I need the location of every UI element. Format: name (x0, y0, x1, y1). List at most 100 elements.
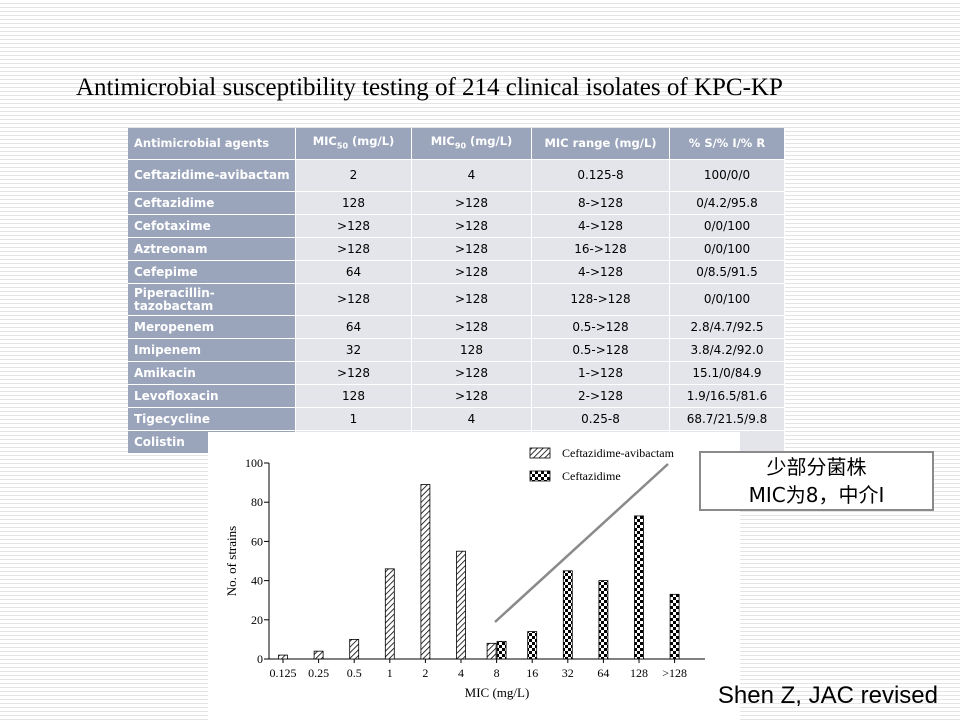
y-tick-label: 80 (251, 495, 263, 509)
table-row: Tigecycline 1 4 0.25-8 68.7/21.5/9.8 (128, 408, 785, 431)
bar-ceftazidime-avibactam (420, 484, 431, 660)
agent-name-cell: Ceftazidime (128, 192, 296, 215)
x-tick-label: 4 (458, 666, 464, 680)
agent-name-cell: Tigecycline (128, 408, 296, 431)
header-agents: Antimicrobial agents (128, 128, 296, 160)
table-cell: 1.9/16.5/81.6 (670, 385, 785, 408)
table-cell: 2 (296, 160, 412, 192)
header-mic-range: MIC range (mg/L) (532, 128, 670, 160)
table-cell: 128 (296, 385, 412, 408)
agent-name-cell: Cefotaxime (128, 215, 296, 238)
legend-label-ceftazidime-avibactam: Ceftazidime-avibactam (562, 446, 675, 460)
x-tick-label: >128 (662, 666, 687, 680)
y-axis-label: No. of strains (224, 526, 239, 596)
table-cell: 0/4.2/95.8 (670, 192, 785, 215)
header-mic90: MIC90 (mg/L) (412, 128, 532, 160)
table-cell: 0/0/100 (670, 215, 785, 238)
x-tick-label: 8 (494, 666, 500, 680)
x-tick-label: 32 (562, 666, 574, 680)
bar-ceftazidime-avibactam (384, 568, 395, 660)
table-cell: 0.125-8 (532, 160, 670, 192)
table-cell: 64 (296, 261, 412, 284)
x-tick-label: 128 (630, 666, 648, 680)
y-tick-label: 60 (251, 534, 263, 548)
y-tick-label: 100 (245, 456, 263, 470)
callout-pointer-line (494, 463, 669, 623)
table-cell: 4 (412, 160, 532, 192)
table-cell: 1 (296, 408, 412, 431)
table-row: Imipenem 32 128 0.5->128 3.8/4.2/92.0 (128, 339, 785, 362)
table-cell: 2.8/4.7/92.5 (670, 316, 785, 339)
agent-name-cell: Imipenem (128, 339, 296, 362)
x-tick-label: 0.125 (270, 666, 297, 680)
x-tick-label: 1 (387, 666, 393, 680)
bar-ceftazidime-avibactam (486, 642, 497, 660)
mic-distribution-chart: 0 20 40 60 80 100 No. of strains 0.125 0.25 0.5 1 2… (224, 446, 705, 700)
table-cell: 2->128 (532, 385, 670, 408)
table-cell: 0/0/100 (670, 284, 785, 316)
agent-name-cell: Amikacin (128, 362, 296, 385)
table-row: Levofloxacin 128 >128 2->128 1.9/16.5/81.6 (128, 385, 785, 408)
bar-ceftazidime (496, 640, 507, 660)
table-row: Cefotaxime >128 >128 4->128 0/0/100 (128, 215, 785, 238)
bar-ceftazidime (634, 515, 644, 660)
bar-ceftazidime-avibactam (349, 638, 360, 660)
bar-ceftazidime-avibactam (278, 654, 288, 660)
y-tick-label: 40 (251, 574, 263, 588)
table-cell: 0/8.5/91.5 (670, 261, 785, 284)
table-cell: 16->128 (532, 238, 670, 261)
table-row: Cefepime 64 >128 4->128 0/8.5/91.5 (128, 261, 785, 284)
table-cell: >128 (412, 192, 532, 215)
header-mic50: MIC50 (mg/L) (296, 128, 412, 160)
table-cell: 128 (412, 339, 532, 362)
bar-ceftazidime (527, 631, 538, 660)
table-row: Ceftazidime-avibactam 2 4 0.125-8 100/0/0 (128, 160, 785, 192)
table-row: Aztreonam >128 >128 16->128 0/0/100 (128, 238, 785, 261)
table-cell: >128 (296, 215, 412, 238)
table-cell: 0.5->128 (532, 316, 670, 339)
header-susceptibility: % S/% I/% R (670, 128, 785, 160)
table-cell: 128 (296, 192, 412, 215)
x-tick-label: 64 (597, 666, 609, 680)
table-cell: 3.8/4.2/92.0 (670, 339, 785, 362)
x-tick-label: 16 (526, 666, 538, 680)
table-cell: >128 (412, 316, 532, 339)
legend-label-ceftazidime: Ceftazidime (562, 469, 621, 483)
table-cell: 100/0/0 (670, 160, 785, 192)
callout-line-2: MIC为8，中介I (748, 483, 885, 507)
table-cell: >128 (296, 284, 412, 316)
table-cell: 4 (412, 408, 532, 431)
y-tick-label: 20 (251, 613, 263, 627)
agent-name-cell: Meropenem (128, 316, 296, 339)
y-tick-label: 0 (257, 652, 263, 666)
table-cell: >128 (412, 238, 532, 261)
callout-line-1: 少部分菌株 (766, 455, 867, 479)
table-cell: 1->128 (532, 362, 670, 385)
legend-swatch-ceftazidime (529, 470, 551, 482)
table-cell: 0/0/100 (670, 238, 785, 261)
table-cell: >128 (412, 284, 532, 316)
table-cell: >128 (412, 385, 532, 408)
bar-ceftazidime (598, 580, 609, 660)
slide-title: Antimicrobial susceptibility testing of … (76, 74, 783, 101)
agent-name-cell: Cefepime (128, 261, 296, 284)
table-cell: 4->128 (532, 261, 670, 284)
table-cell: 32 (296, 339, 412, 362)
agent-name-cell: Levofloxacin (128, 385, 296, 408)
mic-table: Antimicrobial agents MIC50 (mg/L) MIC90 … (128, 128, 785, 454)
table-cell: >128 (296, 362, 412, 385)
bar-ceftazidime-avibactam (456, 550, 466, 660)
table-row: Meropenem 64 >128 0.5->128 2.8/4.7/92.5 (128, 316, 785, 339)
chart-panel: 0 20 40 60 80 100 No. of strains 0.125 0.25 0.5 1 2… (208, 432, 740, 720)
table-row: Amikacin >128 >128 1->128 15.1/0/84.9 (128, 362, 785, 385)
agent-name-cell: Aztreonam (128, 238, 296, 261)
x-tick-label: 0.25 (308, 666, 329, 680)
bar-ceftazidime-avibactam (313, 650, 324, 660)
table-cell: 68.7/21.5/9.8 (670, 408, 785, 431)
agent-name-cell: Ceftazidime-avibactam (128, 160, 296, 192)
table-cell: 128->128 (532, 284, 670, 316)
x-tick-label: 0.5 (347, 666, 362, 680)
table-cell: 0.5->128 (532, 339, 670, 362)
table-cell: >128 (412, 215, 532, 238)
bar-ceftazidime (562, 570, 573, 660)
